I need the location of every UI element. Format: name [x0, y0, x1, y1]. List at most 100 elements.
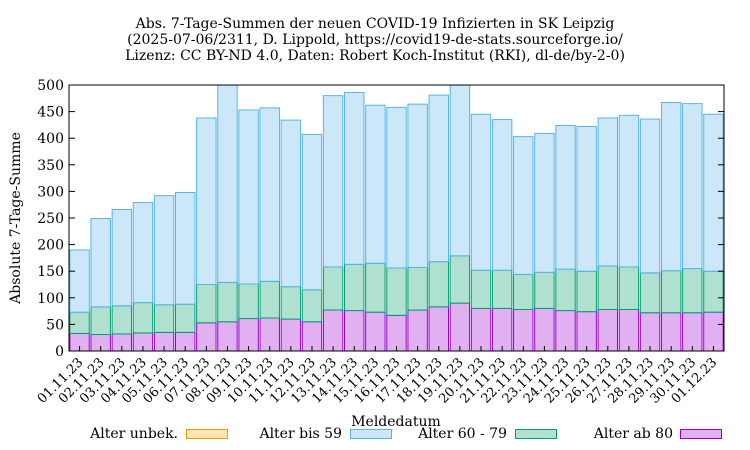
- bar-segment-1-19.11.23: [449, 255, 471, 304]
- bar-segment-0-25.11.23: [576, 311, 597, 352]
- bar-segment-1-24.11.23: [555, 268, 576, 312]
- y-tick-label: 50: [46, 317, 64, 333]
- bar-segment-2-14.11.23: [344, 91, 365, 265]
- bar-segment-2-21.11.23: [491, 119, 513, 271]
- bar-segment-1-27.11.23: [618, 266, 640, 311]
- bar-segment-2-22.11.23: [513, 136, 534, 275]
- bar-segment-2-06.11.23: [174, 191, 196, 305]
- bar-segment-0-27.11.23: [618, 309, 640, 352]
- chart-title-line-3: Lizenz: CC BY-ND 4.0, Daten: Robert Koch…: [125, 48, 625, 64]
- y-tick-label: 450: [37, 105, 64, 121]
- bar-segment-2-11.11.23: [280, 119, 302, 288]
- plot-frame: [68, 84, 725, 352]
- bar-segment-0-13.11.23: [322, 309, 344, 352]
- bar-segment-1-29.11.23: [660, 270, 682, 314]
- bar-segment-1-18.11.23: [428, 261, 449, 308]
- bar-segment-1-30.11.23: [682, 268, 703, 314]
- bar-segment-2-29.11.23: [660, 102, 682, 272]
- bar-segment-1-03.11.23: [111, 305, 133, 335]
- bar-segment-1-22.11.23: [513, 273, 534, 311]
- bar-segment-0-19.11.23: [449, 302, 471, 352]
- legend-swatch-60-79: [515, 429, 557, 439]
- bar-segment-2-03.11.23: [111, 208, 133, 307]
- bar-segment-0-28.11.23: [639, 312, 661, 352]
- bar-segment-2-12.11.23: [301, 133, 323, 291]
- bar-segment-1-08.11.23: [217, 281, 238, 323]
- bar-segment-1-26.11.23: [597, 265, 619, 311]
- bar-segment-1-11.11.23: [280, 286, 302, 320]
- bar-segment-1-15.11.23: [365, 262, 386, 313]
- bar-segment-1-25.11.23: [576, 270, 597, 313]
- bar-segment-2-17.11.23: [407, 103, 428, 268]
- y-tick-label: 500: [37, 78, 64, 94]
- bar-segment-0-16.11.23: [386, 314, 407, 352]
- bar-segment-0-14.11.23: [344, 310, 365, 352]
- bar-segment-0-26.11.23: [597, 309, 619, 352]
- bar-segment-1-20.11.23: [470, 269, 492, 309]
- y-axis-label: Absolute 7-Tage-Summe: [8, 132, 24, 305]
- x-axis-label: Meldedatum: [351, 414, 441, 430]
- bar-segment-0-30.11.23: [682, 312, 703, 352]
- bar-segment-2-10.11.23: [259, 107, 280, 282]
- x-axis: 01.11.2302.11.2303.11.2304.11.2305.11.23…: [35, 346, 720, 407]
- bar-segment-0-20.11.23: [470, 307, 492, 352]
- bar-segment-2-25.11.23: [576, 126, 597, 272]
- y-tick-label: 0: [55, 344, 64, 360]
- legend-label-ab-80: Alter ab 80: [593, 426, 673, 442]
- bar-segment-1-14.11.23: [344, 263, 365, 312]
- bar-segment-0-17.11.23: [407, 309, 428, 352]
- bar-segment-1-17.11.23: [407, 266, 428, 311]
- y-tick-label: 350: [37, 158, 64, 174]
- y-tick-label: 150: [37, 264, 64, 280]
- bar-segment-1-21.11.23: [491, 269, 513, 309]
- bar-segment-2-08.11.23: [217, 84, 238, 283]
- bar-segment-1-05.11.23: [153, 304, 175, 333]
- bar-segment-1-13.11.23: [322, 266, 344, 311]
- bar-segment-1-01.11.23: [69, 311, 90, 334]
- bar-segment-2-18.11.23: [428, 94, 449, 263]
- bar-segment-1-01.12.23: [703, 270, 724, 313]
- y-tick-label: 100: [37, 291, 64, 307]
- y-tick-label: 250: [37, 211, 64, 227]
- y-tick-label: 300: [37, 184, 64, 200]
- bar-segment-2-24.11.23: [555, 124, 576, 270]
- bar-segment-0-15.11.23: [365, 311, 386, 352]
- bar-segment-2-30.11.23: [682, 103, 703, 270]
- bar-segment-2-01.11.23: [69, 249, 90, 313]
- bar-segment-0-21.11.23: [491, 307, 513, 352]
- legend-label-bis-59: Alter bis 59: [259, 426, 342, 442]
- bar-segment-0-22.11.23: [513, 309, 534, 352]
- bar-segment-2-23.11.23: [534, 132, 555, 273]
- bar-segment-1-23.11.23: [534, 271, 555, 309]
- bar-segment-2-05.11.23: [153, 195, 175, 306]
- bar-segment-1-06.11.23: [174, 303, 196, 333]
- bar-segment-2-26.11.23: [597, 117, 619, 267]
- bar-segment-2-07.11.23: [196, 117, 217, 286]
- legend-swatch-ab-80: [680, 429, 722, 439]
- y-tick-label: 400: [37, 131, 64, 147]
- bar-segment-0-29.11.23: [660, 312, 682, 352]
- bar-segment-2-19.11.23: [449, 84, 471, 257]
- legend-swatch-bis-59: [350, 429, 392, 439]
- bar-segment-0-24.11.23: [555, 310, 576, 352]
- chart-title-line-1: Abs. 7-Tage-Summen der neuen COVID-19 In…: [135, 16, 615, 32]
- legend-swatch-unbek: [186, 429, 228, 439]
- bar-segment-2-27.11.23: [618, 114, 640, 268]
- bars-layer: [69, 84, 724, 352]
- legend: Alter unbek. Alter bis 59 Alter 60 - 79 …: [0, 426, 750, 442]
- bar-segment-1-28.11.23: [639, 272, 661, 314]
- bar-segment-0-01.12.23: [703, 311, 724, 352]
- legend-label-60-79: Alter 60 - 79: [418, 426, 507, 442]
- bar-segment-2-01.12.23: [703, 113, 724, 272]
- bar-segment-2-20.11.23: [470, 113, 492, 271]
- bar-segment-2-28.11.23: [639, 118, 661, 274]
- bar-segment-1-04.11.23: [132, 302, 154, 334]
- bar-segment-2-04.11.23: [132, 202, 154, 304]
- bar-segment-1-09.11.23: [238, 283, 259, 320]
- legend-label-unbek: Alter unbek.: [90, 426, 178, 442]
- chart-title-line-2: (2025-07-06/2311, D. Lippold, https://co…: [127, 32, 623, 48]
- bar-segment-2-09.11.23: [238, 109, 259, 285]
- bar-segment-0-23.11.23: [534, 307, 555, 352]
- bar-segment-2-16.11.23: [386, 106, 407, 269]
